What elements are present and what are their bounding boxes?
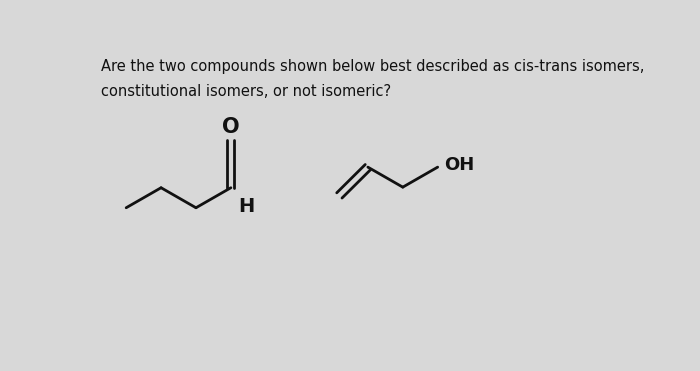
Text: O: O bbox=[222, 117, 239, 137]
Text: constitutional isomers, or not isomeric?: constitutional isomers, or not isomeric? bbox=[101, 84, 391, 99]
Text: Are the two compounds shown below best described as cis-trans isomers,: Are the two compounds shown below best d… bbox=[101, 59, 644, 74]
Text: OH: OH bbox=[444, 156, 474, 174]
Text: H: H bbox=[239, 197, 255, 216]
